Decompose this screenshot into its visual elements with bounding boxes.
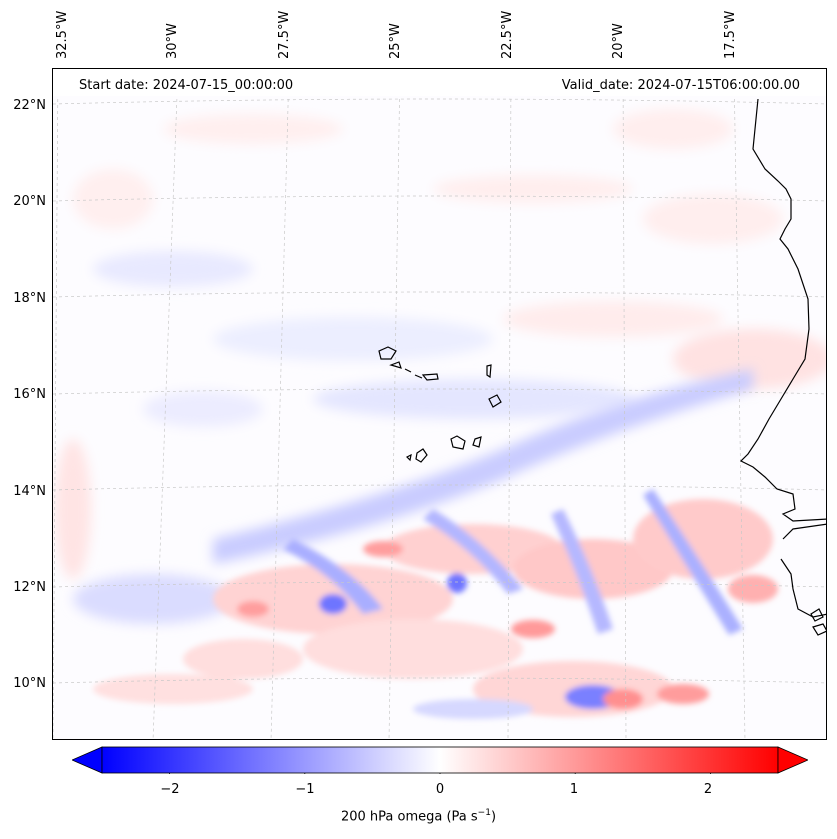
colorbar-label-end: ) [490,809,497,825]
africa-coast-south [780,523,826,618]
ascent-band [73,369,753,624]
cape-verde-north-4 [421,373,439,381]
cape-verde-south-4 [472,436,482,448]
lon-label-22-5w: 22.5°W [500,10,515,59]
colorbar-extend-high [777,746,808,774]
lat-label-18n: 18°N [13,291,46,306]
lat-label-16n: 16°N [13,387,46,402]
cb-tick-label: 0 [435,782,445,797]
omega-field-map [53,69,826,739]
cape-verde-south-1 [450,435,466,450]
colorbar-body [101,746,779,774]
lat-label-12n: 12°N [13,580,46,595]
map-panel [52,68,827,740]
cape-verde-south-3 [415,448,428,463]
colorbar-label-main: 200 hPa omega (Pa s [340,809,478,825]
lon-label-32-5w: 32.5°W [55,10,70,59]
lat-label-20n: 20°N [13,194,46,209]
valid-date-text: Valid_date: 2024-07-15T06:00:00.00 [561,78,800,93]
cape-verde-north-1 [378,346,397,360]
graticule [53,69,826,739]
guinea-islands [810,608,826,636]
cape-verde-north-2 [389,361,402,369]
colorbar-label: 200 hPa omega (Pa s−1) [0,808,837,824]
lon-label-27-5w: 27.5°W [277,10,292,59]
header-band [53,69,826,96]
colorbar [72,746,808,774]
lat-label-14n: 14°N [13,484,46,499]
cb-tick-label: −2 [160,782,180,797]
lon-label-20w: 20°W [611,23,626,59]
cb-tick-label: −1 [295,782,315,797]
lat-label-22n: 22°N [13,98,46,113]
cape-verde-north-3 [404,368,423,379]
lon-label-25w: 25°W [388,23,403,59]
cape-verde-east-1 [486,364,492,379]
lon-label-17-5w: 17.5°W [723,10,738,59]
cb-tick-label: 1 [569,782,579,797]
cape-verde-south-2 [405,453,412,462]
colorbar-extend-low [72,746,103,774]
lat-label-10n: 10°N [13,676,46,691]
convective-region [93,489,778,719]
cb-tick-label: 2 [703,782,713,797]
cape-verde-east-2 [488,394,502,408]
lon-label-30w: 30°W [165,23,180,59]
colorbar-label-sup: −1 [477,808,491,818]
start-date-text: Start date: 2024-07-15_00:00:00 [79,78,294,93]
africa-coast [739,98,826,522]
coastlines [378,98,826,636]
weak-anomaly-layer [55,109,826,579]
colorbar-ticks [169,773,711,774]
